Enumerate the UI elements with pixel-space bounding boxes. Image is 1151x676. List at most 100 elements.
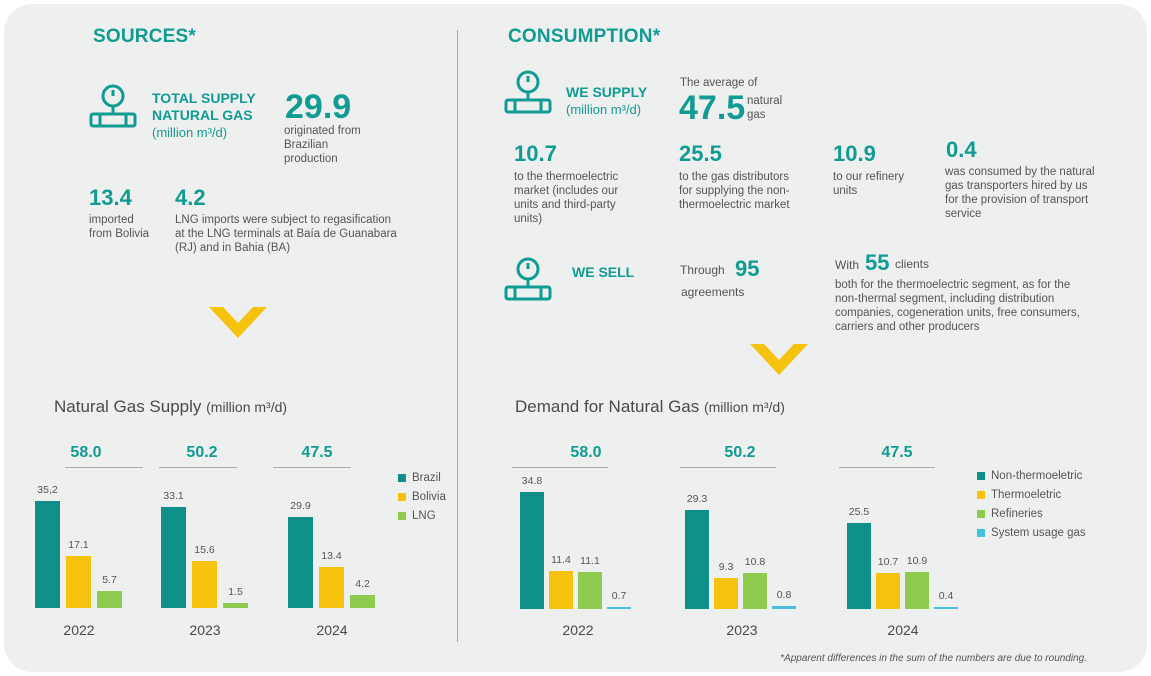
total-label: 58.0 xyxy=(70,444,102,461)
bar-non-thermoeletric-2023 xyxy=(685,510,709,609)
legend-label: Thermoeletric xyxy=(991,489,1062,501)
gas-pipe-meter-icon xyxy=(89,84,137,128)
legend-swatch xyxy=(977,472,985,480)
bar-value-label: 9.3 xyxy=(718,561,734,573)
distributors-text-1: to the gas distributors xyxy=(679,171,789,183)
bar-value-label: 34.8 xyxy=(521,475,543,487)
bar-thermoeletric-2023 xyxy=(714,578,738,609)
lng-value: 4.2 xyxy=(175,185,206,210)
average-text: The average of xyxy=(680,77,758,89)
total-label: 58.0 xyxy=(570,444,602,461)
thermoelectric-text-2: market (includes our xyxy=(514,185,619,197)
bar-system-usage-gas-2024 xyxy=(934,607,958,609)
bolivia-text-2: from Bolivia xyxy=(89,228,150,240)
legend-item-system-usage-gas: System usage gas xyxy=(977,525,1086,541)
chevron-down-icon xyxy=(750,344,808,375)
distributors-value: 25.5 xyxy=(679,141,722,166)
total-underline xyxy=(512,467,608,468)
year-label: 2024 xyxy=(887,622,919,638)
section-divider xyxy=(457,30,458,642)
average-suffix-2: gas xyxy=(747,109,766,121)
bar-value-label: 33.1 xyxy=(163,490,184,502)
legend-label: Refineries xyxy=(991,508,1043,520)
legend-item-lng: LNG xyxy=(398,508,446,524)
legend-label: Non-thermoeletric xyxy=(991,470,1083,482)
demand-chart-title-text: Demand for Natural Gas xyxy=(515,397,700,416)
legend-swatch xyxy=(977,529,985,537)
total-supply-text-2: Brazilian xyxy=(284,139,329,151)
year-label: 2023 xyxy=(189,622,221,638)
year-label: 2024 xyxy=(316,622,348,638)
bar-value-label: 17.1 xyxy=(68,539,89,551)
thermoelectric-text-4: units) xyxy=(514,213,543,225)
supply-chart-unit: (million m³/d) xyxy=(206,399,288,415)
bar-value-label: 29.9 xyxy=(290,500,311,512)
transporters-text-2: gas transporters hired by us xyxy=(945,180,1088,192)
legend-item-bolivia: Bolivia xyxy=(398,489,446,505)
total-label: 50.2 xyxy=(724,444,756,461)
thermoelectric-text-1: to the thermoelectric xyxy=(514,171,619,183)
legend-label: Brazil xyxy=(412,472,441,484)
bar-non-thermoeletric-2022 xyxy=(520,492,544,609)
gas-pipe-meter-icon xyxy=(504,257,552,301)
average-suffix-1: natural xyxy=(747,95,783,107)
bar-value-label: 35,2 xyxy=(37,484,58,496)
distributors-text-2: for supplying the non- xyxy=(679,185,790,197)
total-underline xyxy=(839,467,935,468)
bar-value-label: 0.7 xyxy=(611,590,627,602)
supply-legend: Brazil Bolivia LNG xyxy=(398,470,446,527)
legend-item-brazil: Brazil xyxy=(398,470,446,486)
sources-title: SOURCES* xyxy=(93,26,196,47)
total-label: 47.5 xyxy=(301,444,333,461)
clients-value: 55 xyxy=(865,250,890,275)
agreements-text: agreements xyxy=(681,285,745,299)
bar-bolivia-2024 xyxy=(319,567,344,608)
transporters-text-4: service xyxy=(945,208,982,220)
legend-swatch xyxy=(977,510,985,518)
total-supply-text-1: originated from xyxy=(284,125,361,137)
bar-lng-2023 xyxy=(223,603,248,608)
refinery-text-2: units xyxy=(833,185,858,197)
bar-non-thermoeletric-2024 xyxy=(847,523,871,609)
legend-label: LNG xyxy=(412,510,436,522)
bar-value-label: 10.7 xyxy=(877,556,899,568)
legend-swatch xyxy=(398,493,406,501)
bar-brazil-2022 xyxy=(35,501,60,608)
total-label: 47.5 xyxy=(881,444,913,461)
legend-label: System usage gas xyxy=(991,527,1086,539)
clients-desc-2: non-thermal segment, including distribut… xyxy=(835,293,1055,305)
supply-chart-title-text: Natural Gas Supply xyxy=(54,397,202,416)
lng-text-3: (RJ) and in Bahia (BA) xyxy=(175,242,291,254)
distributors-text-3: thermoelectric market xyxy=(679,199,790,211)
bar-value-label: 13.4 xyxy=(321,550,342,562)
bar-refineries-2024 xyxy=(905,572,929,609)
total-underline xyxy=(159,467,237,468)
clients-desc-4: carriers and other producers xyxy=(835,321,980,333)
average-value: 47.5 xyxy=(679,89,746,127)
lng-text-2: at the LNG terminals at Baía de Guanabar… xyxy=(175,228,397,240)
footnote: *Apparent differences in the sum of the … xyxy=(780,653,1087,664)
with-text: With xyxy=(835,258,859,272)
legend-swatch xyxy=(398,512,406,520)
bar-brazil-2023 xyxy=(161,507,186,608)
natural-gas-label: NATURAL GAS xyxy=(152,107,253,123)
legend-label: Bolivia xyxy=(412,491,446,503)
lng-text-1: LNG imports were subject to regasificati… xyxy=(175,214,392,226)
bar-brazil-2024 xyxy=(288,517,313,608)
bar-value-label: 11.1 xyxy=(580,555,600,567)
demand-legend: Non-thermoeletric Thermoeletric Refineri… xyxy=(977,468,1086,544)
clients-desc-1: both for the thermoelectric segment, as … xyxy=(835,279,1071,291)
year-label: 2022 xyxy=(63,622,95,638)
consumption-title: CONSUMPTION* xyxy=(508,26,661,47)
total-supply-value: 29.9 xyxy=(285,88,352,126)
legend-item-non-thermoeletric: Non-thermoeletric xyxy=(977,468,1086,484)
total-supply-unit: (million m³/d) xyxy=(152,125,228,140)
transporters-value: 0.4 xyxy=(946,137,977,162)
bar-lng-2022 xyxy=(97,591,122,608)
gas-pipe-meter-icon xyxy=(504,70,552,114)
demand-chart-title: Demand for Natural Gas (million m³/d) xyxy=(515,397,785,417)
legend-item-refineries: Refineries xyxy=(977,506,1086,522)
total-underline xyxy=(65,467,143,468)
we-supply-label: WE SUPPLY xyxy=(566,84,648,100)
year-label: 2022 xyxy=(562,622,594,638)
